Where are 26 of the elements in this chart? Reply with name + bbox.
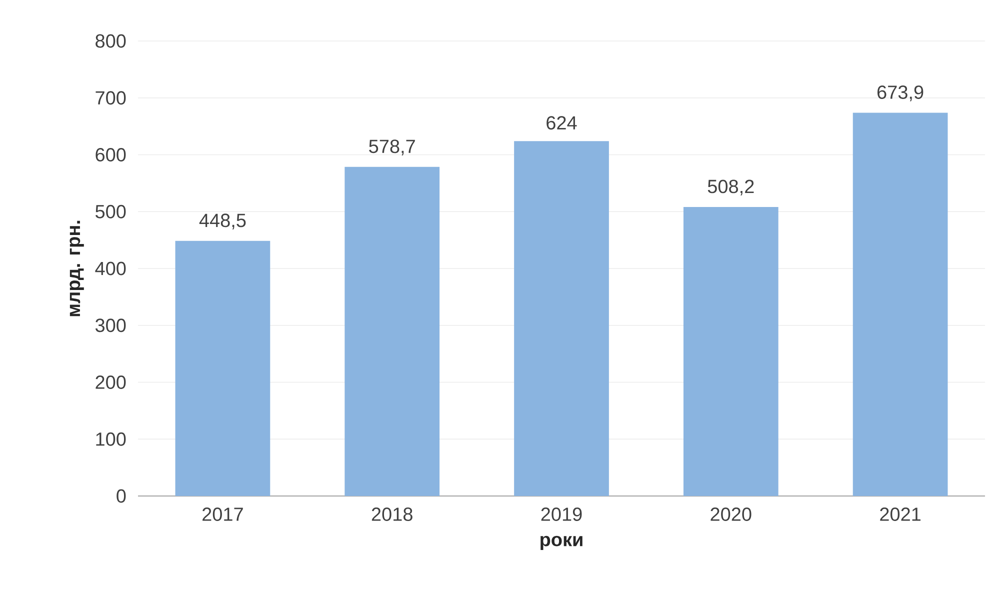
data-label: 624 [546, 116, 577, 130]
bar [175, 240, 270, 496]
data-label: 673,9 [877, 85, 924, 102]
data-label: 448,5 [199, 214, 246, 230]
x-tick-label: 2018 [372, 508, 412, 521]
y-axis-title: млрд. грн. [70, 220, 84, 316]
y-tick-label: 600 [96, 148, 126, 162]
bar [514, 141, 609, 496]
data-label: 578,7 [369, 140, 415, 156]
y-tick-label: 400 [95, 262, 126, 276]
bar [683, 206, 778, 496]
y-tick-label: 500 [96, 204, 126, 218]
x-tick-label: 2021 [880, 508, 920, 521]
y-tick-label: 700 [96, 91, 126, 105]
x-tick-label: 2019 [541, 508, 582, 521]
bar [344, 166, 440, 496]
y-tick-label: 0 [116, 489, 126, 503]
bar [852, 112, 948, 496]
y-tick-label: 100 [96, 432, 126, 446]
y-tick-label: 300 [95, 318, 126, 332]
x-axis-title: роки [540, 536, 582, 550]
y-tick-label: 800 [96, 34, 126, 48]
y-tick-label: 200 [96, 376, 126, 389]
data-label: 508,2 [708, 180, 754, 196]
x-tick-label: 2017 [202, 508, 243, 521]
x-tick-label: 2020 [710, 508, 752, 521]
